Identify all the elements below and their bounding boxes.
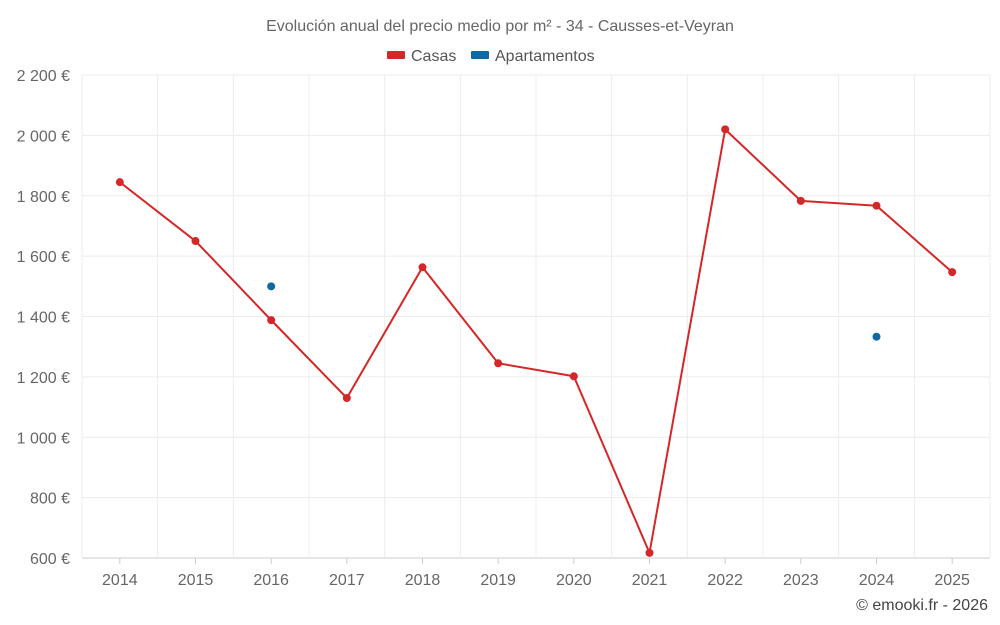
y-tick-label: 1 600 € (17, 249, 70, 266)
x-axis: 2014 2015 2016 2017 2018 2019 2020 2021 2022 2023… (102, 558, 970, 589)
legend-swatch-casas (387, 51, 405, 59)
y-tick-label: 2 000 € (17, 128, 70, 145)
data-point-casas-2024[interactable] (872, 201, 881, 210)
data-point-casas-2023[interactable] (796, 196, 805, 205)
legend-item-apartamentos[interactable]: Apartamentos (471, 48, 595, 65)
y-tick-label: 1 200 € (17, 370, 70, 387)
x-tick-label: 2021 (632, 572, 668, 589)
x-tick-label: 2020 (556, 572, 592, 589)
x-tick-label: 2017 (329, 572, 365, 589)
data-point-casas-2014[interactable] (115, 178, 124, 187)
x-tick-label: 2016 (253, 572, 289, 589)
data-point-casas-2016[interactable] (267, 316, 276, 325)
x-tick-label: 2022 (707, 572, 743, 589)
data-point-casas-2018[interactable] (418, 263, 427, 272)
x-tick-label: 2018 (405, 572, 441, 589)
x-tick-label: 2023 (783, 572, 819, 589)
credit-text: © emooki.fr - 2026 (856, 597, 988, 614)
y-tick-label: 1 000 € (17, 430, 70, 447)
legend-label-casas: Casas (411, 48, 456, 65)
x-tick-label: 2025 (934, 572, 970, 589)
data-point-casas-2022[interactable] (721, 125, 730, 134)
y-axis: 600 € 800 € 1 000 € 1 200 € 1 400 € 1 600 € 1 … (17, 68, 70, 568)
y-tick-label: 1 800 € (17, 189, 70, 206)
series-layer (115, 125, 957, 557)
y-tick-label: 600 € (30, 551, 70, 568)
data-point-casas-2015[interactable] (191, 237, 200, 246)
data-point-apartamentos-2016[interactable] (267, 282, 276, 291)
series-line-casas (119, 128, 953, 554)
data-point-casas-2019[interactable] (494, 359, 503, 368)
x-tick-label: 2014 (102, 572, 138, 589)
x-tick-label: 2019 (480, 572, 516, 589)
data-point-casas-2020[interactable] (569, 372, 578, 381)
chart-title: Evolución anual del precio medio por m² … (266, 18, 734, 35)
data-point-casas-2017[interactable] (342, 394, 351, 403)
y-tick-label: 800 € (30, 491, 70, 508)
legend-item-casas[interactable]: Casas (387, 48, 456, 65)
data-point-casas-2025[interactable] (948, 268, 957, 277)
legend-swatch-apartamentos (471, 51, 489, 59)
x-tick-label: 2015 (178, 572, 214, 589)
y-tick-label: 1 400 € (17, 310, 70, 327)
x-tick-label: 2024 (859, 572, 895, 589)
y-tick-label: 2 200 € (17, 68, 70, 85)
grid (81, 74, 991, 559)
data-point-apartamentos-2024[interactable] (872, 332, 881, 341)
data-point-casas-2021[interactable] (645, 548, 654, 557)
legend: Casas Apartamentos (387, 48, 595, 65)
legend-label-apartamentos: Apartamentos (495, 48, 595, 65)
